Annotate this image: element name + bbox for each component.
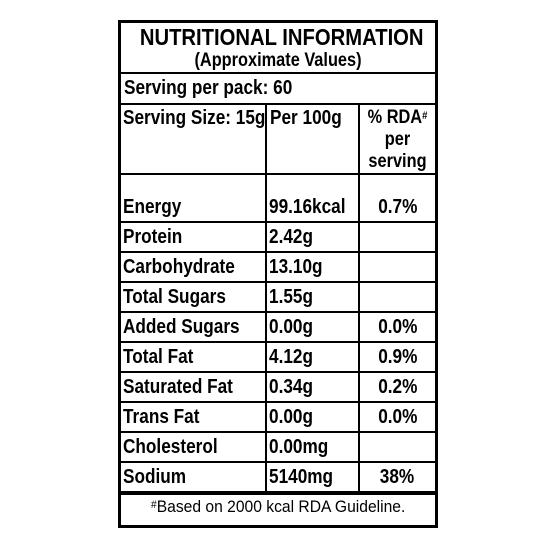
serving-per-pack: Serving per pack: 60 — [121, 74, 435, 105]
nutrient-value: 0.00g — [269, 405, 313, 428]
nutrient-name: Energy — [123, 195, 182, 218]
nutrient-value: 5140mg — [269, 465, 334, 488]
nutrient-value: 0.00mg — [269, 435, 329, 458]
serving-size-label: Serving Size: 15g — [123, 107, 266, 129]
nutrient-rda: 0.0% — [377, 315, 418, 338]
serving-per-pack-text: Serving per pack: 60 — [124, 77, 293, 99]
per-100g-header: Per 100g — [265, 105, 360, 175]
nutrition-panel: NUTRITIONAL INFORMATION (Approximate Val… — [118, 20, 438, 528]
spacer-row — [121, 173, 435, 193]
footnote-text: Based on 2000 kcal RDA Guideline. — [156, 497, 406, 516]
panel-title: NUTRITIONAL INFORMATION — [139, 24, 424, 50]
nutrient-name: Carbohydrate — [123, 255, 235, 278]
table-row: Trans Fat 0.00g 0.0% — [121, 401, 435, 433]
nutrient-rda: 38% — [380, 465, 415, 488]
table-row: Sodium 5140mg 38% — [121, 461, 435, 493]
nutrient-value: 4.12g — [269, 345, 313, 368]
nutrient-name: Cholesterol — [123, 435, 218, 458]
nutrient-name: Total Sugars — [123, 285, 226, 308]
nutrient-value: 99.16kcal — [269, 195, 346, 218]
nutrient-value: 13.10g — [269, 255, 323, 278]
panel-header: NUTRITIONAL INFORMATION (Approximate Val… — [121, 23, 435, 74]
footnote-marker: # — [150, 499, 157, 511]
table-row: Total Sugars 1.55g — [121, 281, 435, 313]
nutrient-name: Total Fat — [123, 345, 194, 368]
rda-marker: # — [422, 110, 428, 122]
nutrient-rda: 0.7% — [377, 195, 418, 218]
rda-suffix: per serving — [368, 129, 427, 172]
panel-subtitle: (Approximate Values) — [194, 50, 362, 71]
nutrient-rda: 0.2% — [377, 375, 418, 398]
table-row: Saturated Fat 0.34g 0.2% — [121, 371, 435, 403]
per-100g-label: Per 100g — [270, 107, 342, 129]
footnote: #Based on 2000 kcal RDA Guideline. — [121, 493, 435, 519]
nutrient-value: 0.34g — [269, 375, 313, 398]
nutrient-rda: 0.0% — [377, 405, 418, 428]
nutrition-table: Serving Size: 15g Per 100g % RDA# per se… — [121, 105, 435, 493]
rda-header: % RDA# per serving — [358, 105, 435, 175]
nutrient-name: Saturated Fat — [123, 375, 233, 398]
nutrient-name: Added Sugars — [123, 315, 240, 338]
serving-size-header: Serving Size: 15g — [121, 105, 267, 175]
column-header-row: Serving Size: 15g Per 100g % RDA# per se… — [121, 105, 435, 175]
nutrient-value: 0.00g — [269, 315, 313, 338]
table-row: Energy 99.16kcal 0.7% — [121, 193, 435, 223]
nutrient-rda: 0.9% — [377, 345, 418, 368]
table-row: Protein 2.42g — [121, 221, 435, 253]
rda-prefix: % RDA — [367, 107, 423, 128]
table-row: Cholesterol 0.00mg — [121, 431, 435, 463]
nutrient-value: 2.42g — [269, 225, 313, 248]
nutrient-name: Sodium — [123, 465, 187, 488]
table-row: Carbohydrate 13.10g — [121, 251, 435, 283]
nutrient-name: Trans Fat — [123, 405, 200, 428]
table-row: Added Sugars 0.00g 0.0% — [121, 311, 435, 343]
nutrient-name: Protein — [123, 225, 183, 248]
table-row: Total Fat 4.12g 0.9% — [121, 341, 435, 373]
nutrient-value: 1.55g — [269, 285, 313, 308]
